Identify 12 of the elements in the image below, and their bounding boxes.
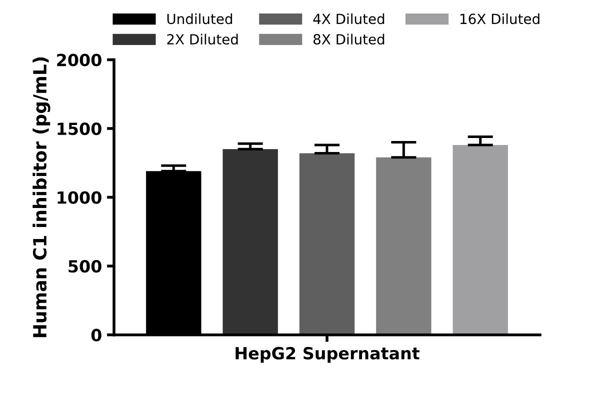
y-tick-label: 1500: [58, 122, 102, 136]
y-tick-label: 500: [68, 260, 102, 273]
y-axis-title: Human C1 inhibitor (pg/mL): [32, 57, 50, 338]
y-tick-label: 2000: [57, 54, 102, 66]
legend-label: 2X Diluted: [167, 34, 238, 45]
legend-label: 8X Diluted: [314, 34, 384, 45]
x-tick-label: HepG2 Supernatant: [236, 346, 420, 363]
y-tick-label: 1000: [58, 191, 102, 204]
legend-label: 16X Diluted: [460, 13, 540, 24]
y-tick-label: 0: [91, 328, 102, 342]
legend-label: 4X Diluted: [313, 13, 384, 24]
legend-label: Undiluted: [167, 13, 232, 24]
